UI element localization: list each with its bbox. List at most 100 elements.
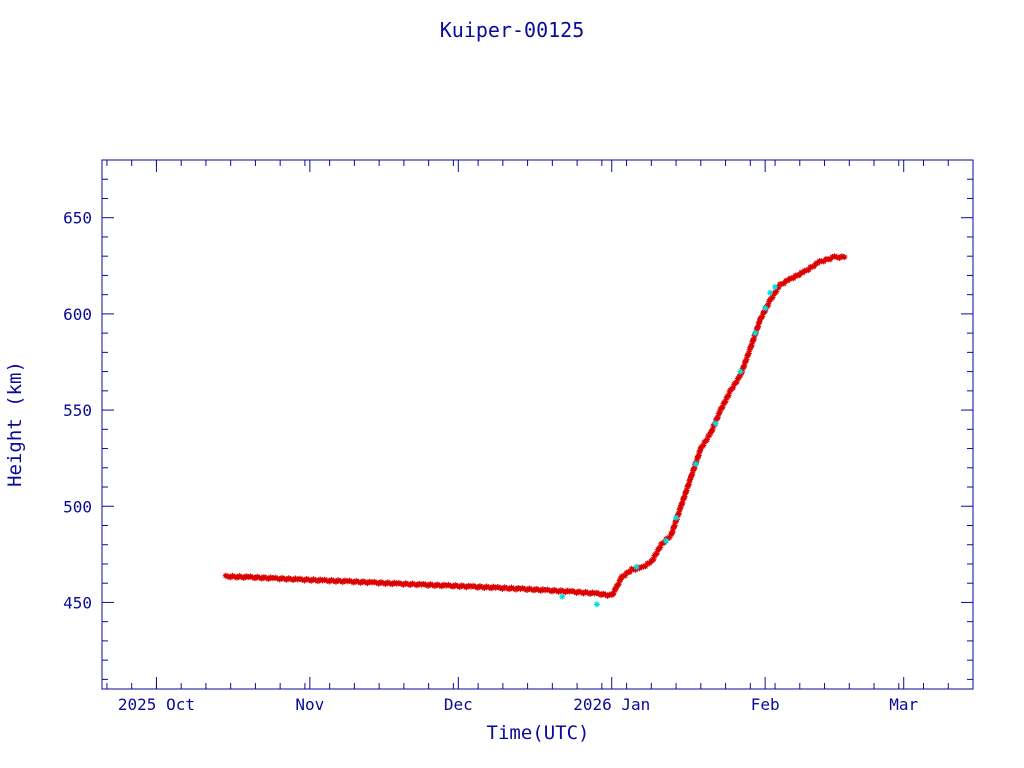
data-point [418, 581, 425, 588]
data-points [222, 253, 848, 608]
data-point [260, 574, 267, 581]
data-point [719, 404, 726, 411]
data-point [330, 577, 337, 584]
data-point [716, 409, 723, 416]
data-point [429, 582, 436, 589]
data-point [712, 420, 719, 427]
data-point [299, 576, 306, 583]
data-point [675, 510, 682, 517]
data-point [501, 584, 508, 591]
data-point [317, 576, 324, 583]
data-point [593, 589, 600, 596]
data-point [472, 583, 479, 590]
data-point [434, 581, 441, 588]
data-point [411, 581, 418, 588]
data-point [725, 392, 732, 399]
data-point [470, 582, 477, 589]
data-point [465, 582, 472, 589]
data-point [404, 581, 411, 588]
data-point [321, 576, 328, 583]
data-point [551, 586, 558, 593]
y-tick-label: 500 [63, 497, 92, 516]
data-point [790, 275, 797, 282]
data-point [229, 572, 236, 579]
data-point [454, 583, 461, 590]
data-point [503, 585, 510, 592]
data-point [353, 577, 360, 584]
data-point [476, 583, 483, 590]
data-point [741, 362, 748, 369]
data-point [254, 573, 261, 580]
data-point [591, 590, 598, 597]
data-point [285, 575, 292, 582]
data-point [362, 579, 369, 586]
data-point [341, 577, 348, 584]
data-point [409, 580, 416, 587]
data-point [508, 584, 515, 591]
data-point [578, 589, 585, 596]
data-point [759, 313, 766, 320]
data-point [633, 563, 640, 570]
data-point [769, 294, 776, 301]
data-point [348, 578, 355, 585]
data-point [689, 471, 696, 478]
data-point [610, 590, 617, 597]
data-point [703, 436, 710, 443]
data-point [287, 576, 294, 583]
data-point [461, 583, 468, 590]
data-point [368, 579, 375, 586]
data-point [733, 379, 740, 386]
data-point [526, 585, 533, 592]
data-point [497, 584, 504, 591]
data-point [344, 578, 351, 585]
y-tick-label: 600 [63, 305, 92, 324]
data-point [829, 254, 836, 261]
data-point [395, 579, 402, 586]
data-point [222, 572, 229, 579]
data-point [693, 458, 700, 465]
data-point [687, 476, 694, 483]
data-point [238, 573, 245, 580]
data-point [294, 576, 301, 583]
data-point [479, 584, 486, 591]
data-point [245, 574, 252, 581]
data-point [521, 586, 528, 593]
data-point [820, 258, 827, 265]
data-point [420, 580, 427, 587]
data-point [267, 574, 274, 581]
data-point [274, 575, 281, 582]
series-1 [559, 283, 779, 608]
data-point [359, 578, 366, 585]
data-point [371, 578, 378, 585]
data-point [685, 481, 692, 488]
data-point [765, 302, 772, 309]
data-point [582, 588, 589, 595]
data-point [745, 350, 752, 357]
data-point [535, 586, 542, 593]
data-point [292, 575, 299, 582]
data-point [539, 586, 546, 593]
data-point [796, 272, 803, 279]
data-point [557, 587, 564, 594]
data-point [402, 580, 409, 587]
data-point [533, 585, 540, 592]
data-point [373, 579, 380, 586]
data-point [391, 579, 398, 586]
data-point [750, 336, 757, 343]
data-point [642, 563, 649, 570]
data-point [544, 586, 551, 593]
data-point [612, 585, 619, 592]
data-point [653, 550, 660, 557]
data-point [714, 414, 721, 421]
data-point [416, 580, 423, 587]
data-point [542, 587, 549, 594]
y-tick-label: 450 [63, 593, 92, 612]
data-point [272, 574, 279, 581]
data-point [681, 493, 688, 500]
data-point [669, 528, 676, 535]
data-point [427, 581, 434, 588]
data-point [780, 280, 787, 287]
data-point [737, 368, 744, 375]
data-point [553, 587, 560, 594]
data-point [224, 573, 231, 580]
